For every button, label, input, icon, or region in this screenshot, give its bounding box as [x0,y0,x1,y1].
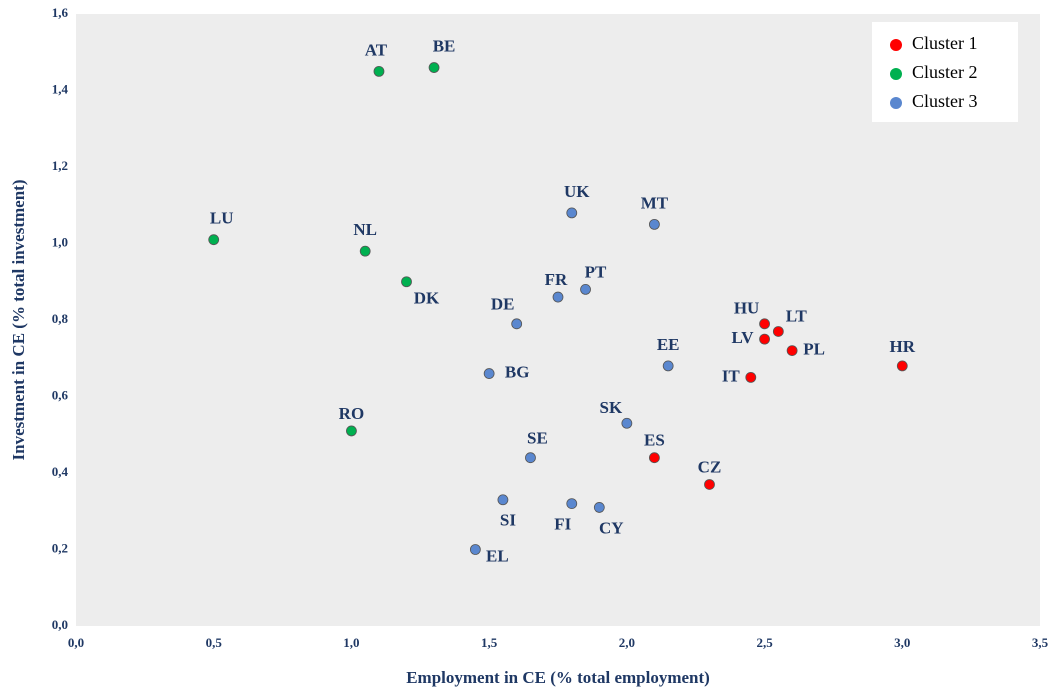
legend-marker [890,68,902,80]
point [621,417,633,429]
x-tick-label: 1,5 [481,635,498,650]
point [580,283,591,295]
point-label: MT [641,193,669,212]
y-axis-title: Investment in CE (% total investment) [9,180,28,461]
point-label: NL [353,220,377,239]
legend-label: Cluster 1 [912,33,978,53]
point-label: AT [365,40,388,59]
point-label: SK [600,398,623,417]
point [483,368,495,379]
point-label: DK [414,289,440,308]
point-label: LV [732,328,755,347]
x-tick-label: 3,5 [1032,635,1049,650]
point-label: LT [786,306,808,325]
point-label: RO [339,404,365,423]
x-tick-label: 0,5 [206,635,223,650]
y-tick-label: 0,0 [52,617,68,632]
point [786,345,798,357]
point-label: DE [491,295,515,314]
legend-marker [890,97,902,109]
point-label: PT [585,262,607,281]
point-label: CZ [698,457,722,476]
x-tick-label: 2,5 [756,635,773,650]
legend-marker [890,39,902,51]
point [552,291,564,303]
point-label: HU [734,299,760,318]
x-axis-title: Employment in CE (% total employment) [406,668,710,687]
point-label: EE [657,335,680,354]
point [704,479,715,490]
y-tick-label: 1,2 [52,158,68,173]
point [401,276,412,288]
point [511,318,523,330]
point [525,452,536,464]
point [373,65,385,77]
y-tick-label: 1,0 [52,234,68,249]
point [745,371,757,383]
x-tick-label: 2,0 [619,635,635,650]
legend-label: Cluster 3 [912,91,978,111]
x-tick-label: 0,0 [68,635,84,650]
point-label: LU [210,209,234,228]
point-label: FI [554,515,571,534]
point-label: SI [500,511,516,530]
point [566,207,578,219]
point-label: BG [505,362,530,381]
point-label: EL [486,546,509,565]
point-label: HR [890,337,916,356]
point-label: UK [564,182,590,201]
y-tick-label: 1,6 [52,5,69,20]
x-tick-label: 1,0 [343,635,359,650]
legend-label: Cluster 2 [912,62,978,82]
point [359,245,371,257]
point-label: CY [599,518,624,537]
y-tick-label: 0,8 [52,311,69,326]
point-label: ES [644,431,665,450]
point [649,218,660,230]
point [772,326,784,337]
point [566,498,578,510]
point [759,318,770,330]
point [497,494,509,506]
y-tick-label: 0,2 [52,540,68,555]
y-tick-label: 1,4 [52,81,69,96]
y-tick-label: 0,4 [52,464,69,479]
point-label: IT [722,366,741,385]
point-label: BE [433,36,456,55]
y-tick-label: 0,6 [52,387,69,402]
point [649,452,660,464]
point [208,234,220,246]
point [662,360,674,372]
point [593,502,605,513]
point [759,333,770,345]
point-label: SE [527,429,548,448]
x-tick-label: 3,0 [894,635,910,650]
point [346,425,357,437]
point-label: FR [545,270,568,289]
point [896,360,908,372]
point-label: PL [803,340,825,359]
point [469,544,481,555]
point [428,62,440,73]
